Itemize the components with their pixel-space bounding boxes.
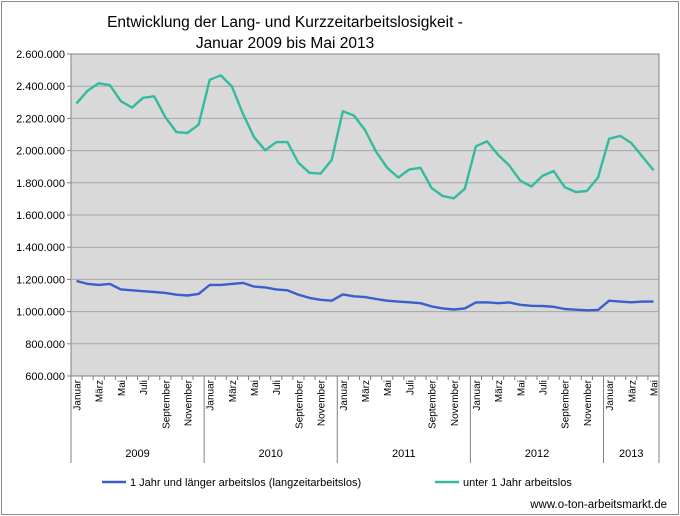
year-label: 2009 [125, 448, 149, 460]
x-tick-label: November [183, 379, 194, 426]
x-tick-label: September [561, 379, 572, 429]
x-axis: Januar März Mai Juli September November 2009 Ja… [70, 376, 660, 463]
x-tick-label: Juli [139, 380, 150, 395]
x-tick-label: Mai [516, 380, 527, 396]
y-tick-label: 2.600.000 [16, 49, 65, 61]
legend-label: unter 1 Jahr arbeitslos [463, 477, 572, 489]
x-tick-label: Januar [339, 379, 350, 410]
x-tick-label: Juli [272, 380, 283, 395]
y-tick-label: 1.200.000 [16, 274, 65, 286]
x-tick-label: Juli [405, 380, 416, 395]
x-tick-label: Januar [605, 379, 616, 410]
year-label: 2011 [392, 448, 416, 460]
x-tick-label: Mai [649, 380, 660, 396]
x-tick-label: Mai [383, 380, 394, 396]
year-label: 2010 [258, 448, 282, 460]
x-tick-label: März [361, 380, 372, 402]
y-tick-label: 2.200.000 [16, 113, 65, 125]
x-tick-label: März [95, 380, 106, 402]
year-label: 2012 [525, 448, 549, 460]
x-tick-label: November [450, 379, 461, 426]
y-tick-label: 1.800.000 [16, 178, 65, 190]
x-tick-label: November [317, 379, 328, 426]
x-tick-label: März [228, 380, 239, 402]
series-lines [75, 74, 655, 312]
y-tick-label: 600.000 [25, 371, 65, 383]
series-line-1 [76, 279, 654, 312]
x-tick-label: März [627, 380, 638, 402]
x-tick-label: November [583, 379, 594, 426]
y-tick-label: 800.000 [25, 339, 65, 351]
x-tick-label: Juli [539, 380, 550, 395]
year-label: 2013 [619, 448, 643, 460]
y-tick-label: 1.400.000 [16, 242, 65, 254]
x-tick-label: Januar [206, 379, 217, 410]
x-tick-label: Januar [73, 379, 84, 410]
y-tick-label: 2.400.000 [16, 81, 65, 93]
chart-title: Entwicklung der Lang- und Kurzzeitarbeit… [107, 14, 463, 31]
legend: 1 Jahr und länger arbeitslos (langzeitar… [102, 477, 572, 489]
chart-subtitle: Januar 2009 bis Mai 2013 [196, 35, 374, 52]
y-tick-label: 1.000.000 [16, 307, 65, 319]
y-tick-label: 2.000.000 [16, 146, 65, 158]
x-tick-label: Mai [117, 380, 128, 396]
x-tick-label: September [428, 379, 439, 429]
x-tick-label: September [294, 379, 305, 429]
source-credit: www.o-ton-arbeitsmarkt.de [529, 499, 667, 511]
legend-label: 1 Jahr und länger arbeitslos (langzeitar… [130, 477, 361, 489]
x-tick-label: Mai [250, 380, 261, 396]
x-tick-label: September [161, 379, 172, 429]
series-line-2 [75, 74, 655, 200]
y-axis: 600.000 800.000 1.000.000 1.200.000 1.400.00… [16, 49, 71, 383]
x-tick-label: März [494, 380, 505, 402]
y-tick-label: 1.600.000 [16, 210, 65, 222]
x-tick-label: Januar [472, 379, 483, 410]
